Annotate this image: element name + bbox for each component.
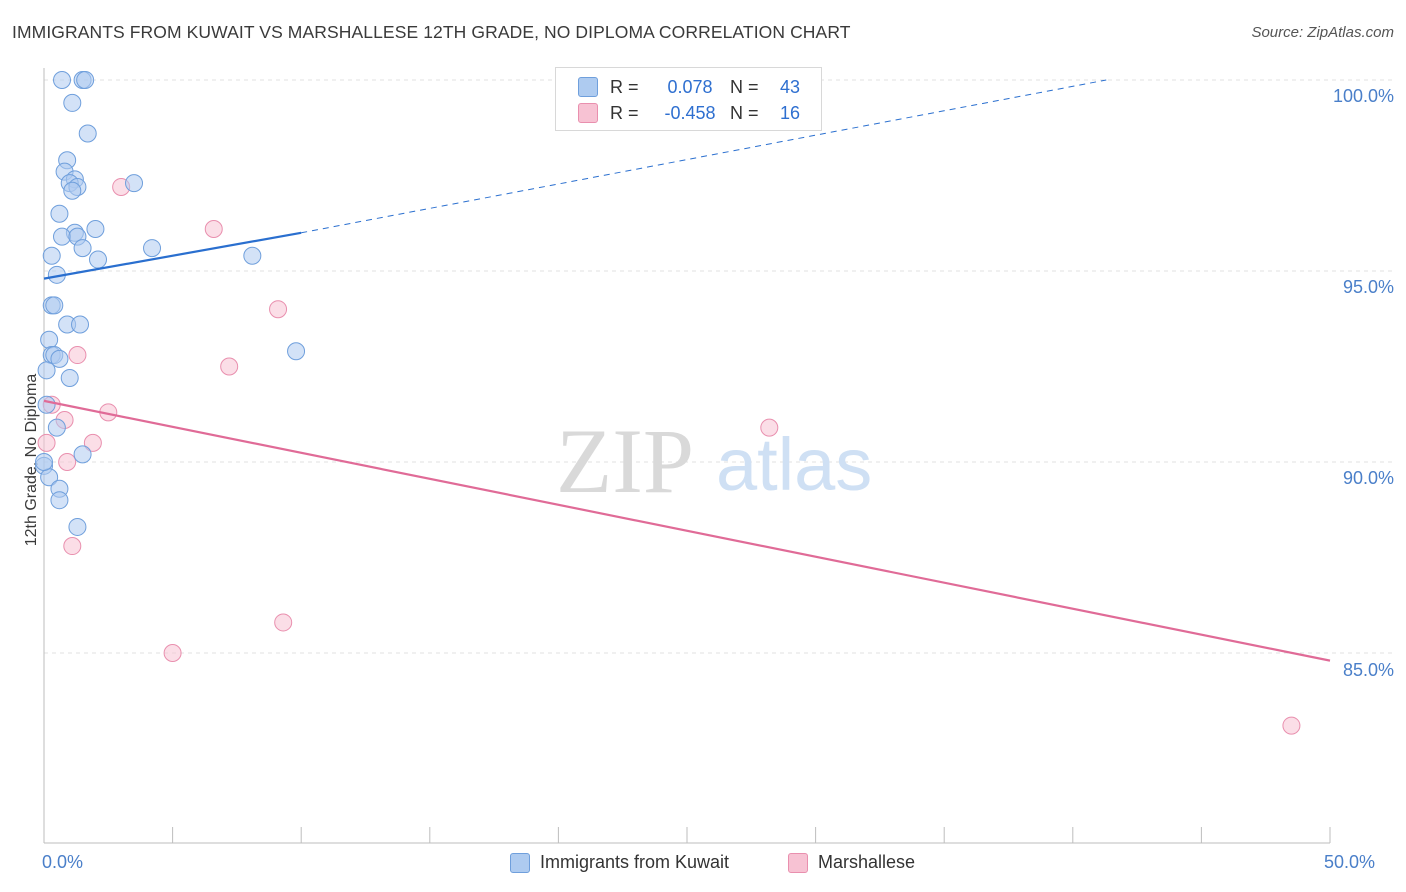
data-point-kuwait: [86, 219, 105, 238]
x-tick-label-min: 0.0%: [42, 852, 84, 872]
data-point-kuwait: [40, 330, 59, 349]
data-point-kuwait: [73, 445, 92, 464]
watermark-zip: ZIP: [556, 410, 694, 512]
data-point-marshallese: [269, 300, 288, 319]
data-point-kuwait: [47, 418, 66, 437]
data-point-marshallese: [63, 537, 82, 556]
bottom-legend-label-marshallese: Marshallese: [818, 852, 916, 872]
data-point-kuwait: [53, 71, 72, 89]
data-point-marshallese: [204, 219, 223, 238]
trend-line-kuwait: [43, 231, 302, 280]
data-point-marshallese: [1282, 716, 1301, 735]
data-point-marshallese: [37, 433, 56, 452]
data-point-kuwait: [60, 368, 79, 387]
data-point-kuwait: [37, 361, 56, 380]
data-point-kuwait: [50, 204, 69, 223]
legend-swatch-pink: [578, 103, 598, 123]
data-point-kuwait: [89, 250, 108, 269]
data-point-marshallese: [68, 346, 87, 365]
stats-legend: R = 0.078 N = 43 R = -0.458 N = 16: [555, 67, 822, 131]
stats-legend-row-marshallese: R = -0.458 N = 16: [578, 101, 810, 125]
trend-line-marshallese: [43, 399, 1331, 662]
data-point-kuwait: [37, 395, 56, 414]
data-point-kuwait: [45, 296, 64, 315]
data-point-kuwait: [287, 342, 306, 361]
source-label: Source: ZipAtlas.com: [1251, 24, 1394, 41]
legend-swatch-blue: [578, 77, 598, 97]
data-point-kuwait: [125, 174, 144, 193]
trend-line-kuwait-extension: [301, 79, 1107, 234]
data-point-kuwait: [63, 181, 82, 200]
r-value-marshallese: -0.458: [664, 102, 716, 123]
n-value-kuwait: 43: [779, 76, 801, 97]
data-point-marshallese: [163, 644, 182, 662]
data-point-marshallese: [220, 357, 239, 376]
data-point-kuwait: [143, 239, 162, 258]
stats-legend-row-kuwait: R = 0.078 N = 43: [578, 75, 810, 99]
r-label: R =: [610, 76, 639, 97]
bottom-legend-item-kuwait: Immigrants from Kuwait: [510, 852, 729, 873]
y-tick-label-90: 90.0%: [1342, 468, 1394, 488]
chart-title: IMMIGRANTS FROM KUWAIT VS MARSHALLESE 12…: [12, 22, 851, 42]
data-point-marshallese: [760, 418, 779, 437]
data-point-kuwait: [35, 453, 53, 471]
watermark-atlas: atlas: [716, 423, 872, 506]
data-point-kuwait: [76, 71, 95, 89]
data-point-kuwait: [73, 239, 92, 258]
y-tick-label-85: 85.0%: [1342, 660, 1394, 680]
data-point-marshallese: [58, 453, 77, 471]
n-label: N =: [730, 102, 759, 123]
data-point-kuwait: [68, 517, 87, 536]
data-point-marshallese: [83, 433, 102, 452]
r-label: R =: [610, 102, 639, 123]
y-tick-label-95: 95.0%: [1342, 277, 1394, 297]
data-point-kuwait: [243, 246, 262, 265]
bottom-legend-item-marshallese: Marshallese: [788, 852, 915, 873]
data-point-kuwait: [50, 349, 69, 368]
n-label: N =: [730, 76, 759, 97]
x-tick-label-max: 50.0%: [1324, 852, 1376, 872]
r-value-kuwait: 0.078: [667, 76, 713, 97]
data-point-kuwait: [78, 124, 97, 143]
y-tick-label-100: 100.0%: [1332, 86, 1394, 106]
bottom-legend-label-kuwait: Immigrants from Kuwait: [540, 852, 730, 872]
data-point-kuwait: [50, 491, 69, 510]
data-point-marshallese: [274, 613, 293, 632]
data-point-kuwait: [63, 93, 82, 112]
data-point-kuwait: [42, 246, 61, 265]
n-value-marshallese: 16: [779, 102, 801, 123]
bottom-legend-swatch-pink: [788, 852, 808, 873]
data-point-kuwait: [71, 315, 90, 334]
data-point-kuwait: [53, 227, 72, 246]
bottom-legend-swatch-blue: [510, 852, 530, 873]
